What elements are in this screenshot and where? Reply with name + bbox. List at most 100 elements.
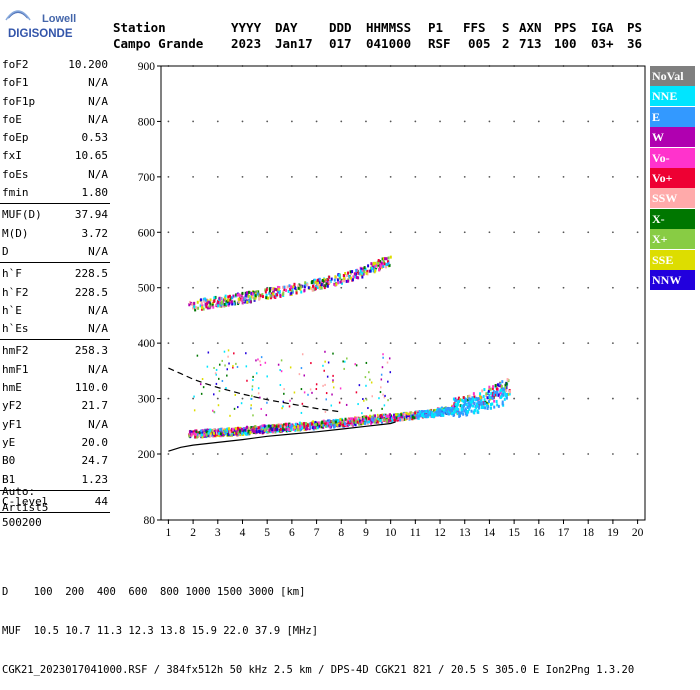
echo-point bbox=[283, 392, 285, 395]
echo-point bbox=[206, 365, 209, 368]
echo-point bbox=[324, 422, 327, 426]
echo-point bbox=[254, 296, 257, 300]
echo-point bbox=[271, 430, 274, 434]
header-label: S bbox=[502, 20, 510, 35]
echo-point bbox=[457, 400, 460, 404]
echo-point bbox=[303, 374, 306, 377]
header-label: PPS bbox=[554, 20, 577, 35]
echo-point bbox=[487, 404, 490, 408]
echo-point bbox=[259, 396, 261, 399]
echo-point bbox=[368, 414, 371, 418]
echo-point bbox=[410, 414, 413, 418]
echo-point bbox=[345, 423, 348, 427]
echo-point bbox=[225, 428, 228, 432]
echo-point bbox=[340, 419, 343, 423]
echo-point bbox=[384, 257, 387, 261]
echo-point bbox=[276, 429, 279, 433]
echo-point bbox=[380, 386, 382, 389]
x-tick-label: 16 bbox=[533, 527, 545, 539]
echo-point bbox=[472, 392, 475, 396]
echo-point bbox=[363, 266, 366, 270]
header-value: 041000 bbox=[366, 36, 412, 51]
echo-point bbox=[313, 278, 316, 282]
echo-point bbox=[283, 388, 285, 391]
param-name: B0 bbox=[2, 454, 16, 468]
echo-point bbox=[236, 432, 239, 436]
param-name: fmin bbox=[2, 186, 29, 200]
echo-point bbox=[221, 427, 224, 431]
echo-point bbox=[462, 412, 465, 416]
echo-point bbox=[387, 256, 390, 260]
grid-dot bbox=[513, 175, 516, 178]
echo-point bbox=[225, 387, 227, 390]
grid-dot bbox=[340, 175, 343, 178]
legend-item: NoVal bbox=[650, 66, 695, 86]
echo-point bbox=[289, 423, 292, 427]
echo-point bbox=[279, 384, 282, 387]
x-tick-label: 8 bbox=[338, 527, 344, 539]
echo-point bbox=[377, 416, 380, 420]
echo-point bbox=[370, 409, 373, 412]
grid-dot bbox=[290, 120, 293, 123]
echo-point bbox=[446, 407, 449, 411]
echo-point bbox=[251, 292, 254, 296]
echo-point bbox=[282, 400, 285, 403]
echo-point bbox=[201, 378, 204, 381]
echo-point bbox=[344, 360, 346, 363]
echo-point bbox=[221, 432, 224, 436]
echo-point bbox=[207, 431, 210, 435]
echo-point bbox=[432, 414, 435, 418]
param-value: N/A bbox=[88, 322, 108, 336]
grid-dot bbox=[537, 120, 540, 123]
param-name: h`E bbox=[2, 303, 22, 317]
echo-point bbox=[236, 293, 239, 297]
y-tick-label: 300 bbox=[138, 394, 156, 406]
echo-point bbox=[349, 271, 352, 275]
echo-point bbox=[485, 392, 488, 396]
echo-point bbox=[458, 411, 461, 415]
echo-point bbox=[464, 401, 467, 405]
echo-point bbox=[301, 426, 304, 430]
echo-point bbox=[206, 430, 209, 434]
echo-point bbox=[382, 356, 384, 359]
echo-point bbox=[405, 415, 408, 419]
param-value: 44 bbox=[94, 494, 108, 508]
echo-point bbox=[325, 398, 327, 401]
echo-point bbox=[322, 284, 325, 288]
echo-point bbox=[403, 415, 406, 419]
legend-item: W bbox=[650, 127, 695, 148]
echo-point bbox=[361, 421, 364, 425]
echo-point bbox=[274, 293, 277, 297]
echo-point bbox=[468, 407, 471, 411]
echo-point bbox=[462, 400, 465, 404]
echo-point bbox=[289, 287, 292, 291]
echo-point bbox=[256, 292, 259, 296]
echo-point bbox=[275, 288, 278, 292]
echo-point bbox=[332, 352, 334, 355]
legend-item: SSW bbox=[650, 188, 695, 209]
echo-point bbox=[489, 406, 492, 410]
echo-point bbox=[445, 408, 448, 412]
echo-point bbox=[316, 278, 319, 282]
echo-point bbox=[414, 414, 417, 418]
echo-point bbox=[363, 415, 366, 419]
x-tick-label: 1 bbox=[166, 527, 172, 539]
echo-point bbox=[286, 285, 289, 289]
grid-dot bbox=[587, 286, 590, 289]
grid-dot bbox=[167, 286, 170, 289]
echo-point bbox=[451, 412, 454, 416]
param-value: 228.5 bbox=[74, 267, 108, 281]
echo-point bbox=[209, 432, 212, 436]
echo-point bbox=[468, 394, 471, 398]
echo-point bbox=[404, 417, 407, 421]
echo-point bbox=[309, 425, 312, 429]
echo-point bbox=[201, 432, 204, 436]
echo-point bbox=[308, 422, 311, 426]
echo-point bbox=[461, 406, 464, 410]
echo-point bbox=[259, 294, 262, 298]
echo-point bbox=[269, 424, 272, 428]
echo-point bbox=[258, 430, 261, 434]
grid-dot bbox=[315, 231, 318, 234]
y-tick-label: 800 bbox=[138, 116, 156, 128]
echo-point bbox=[352, 275, 355, 279]
